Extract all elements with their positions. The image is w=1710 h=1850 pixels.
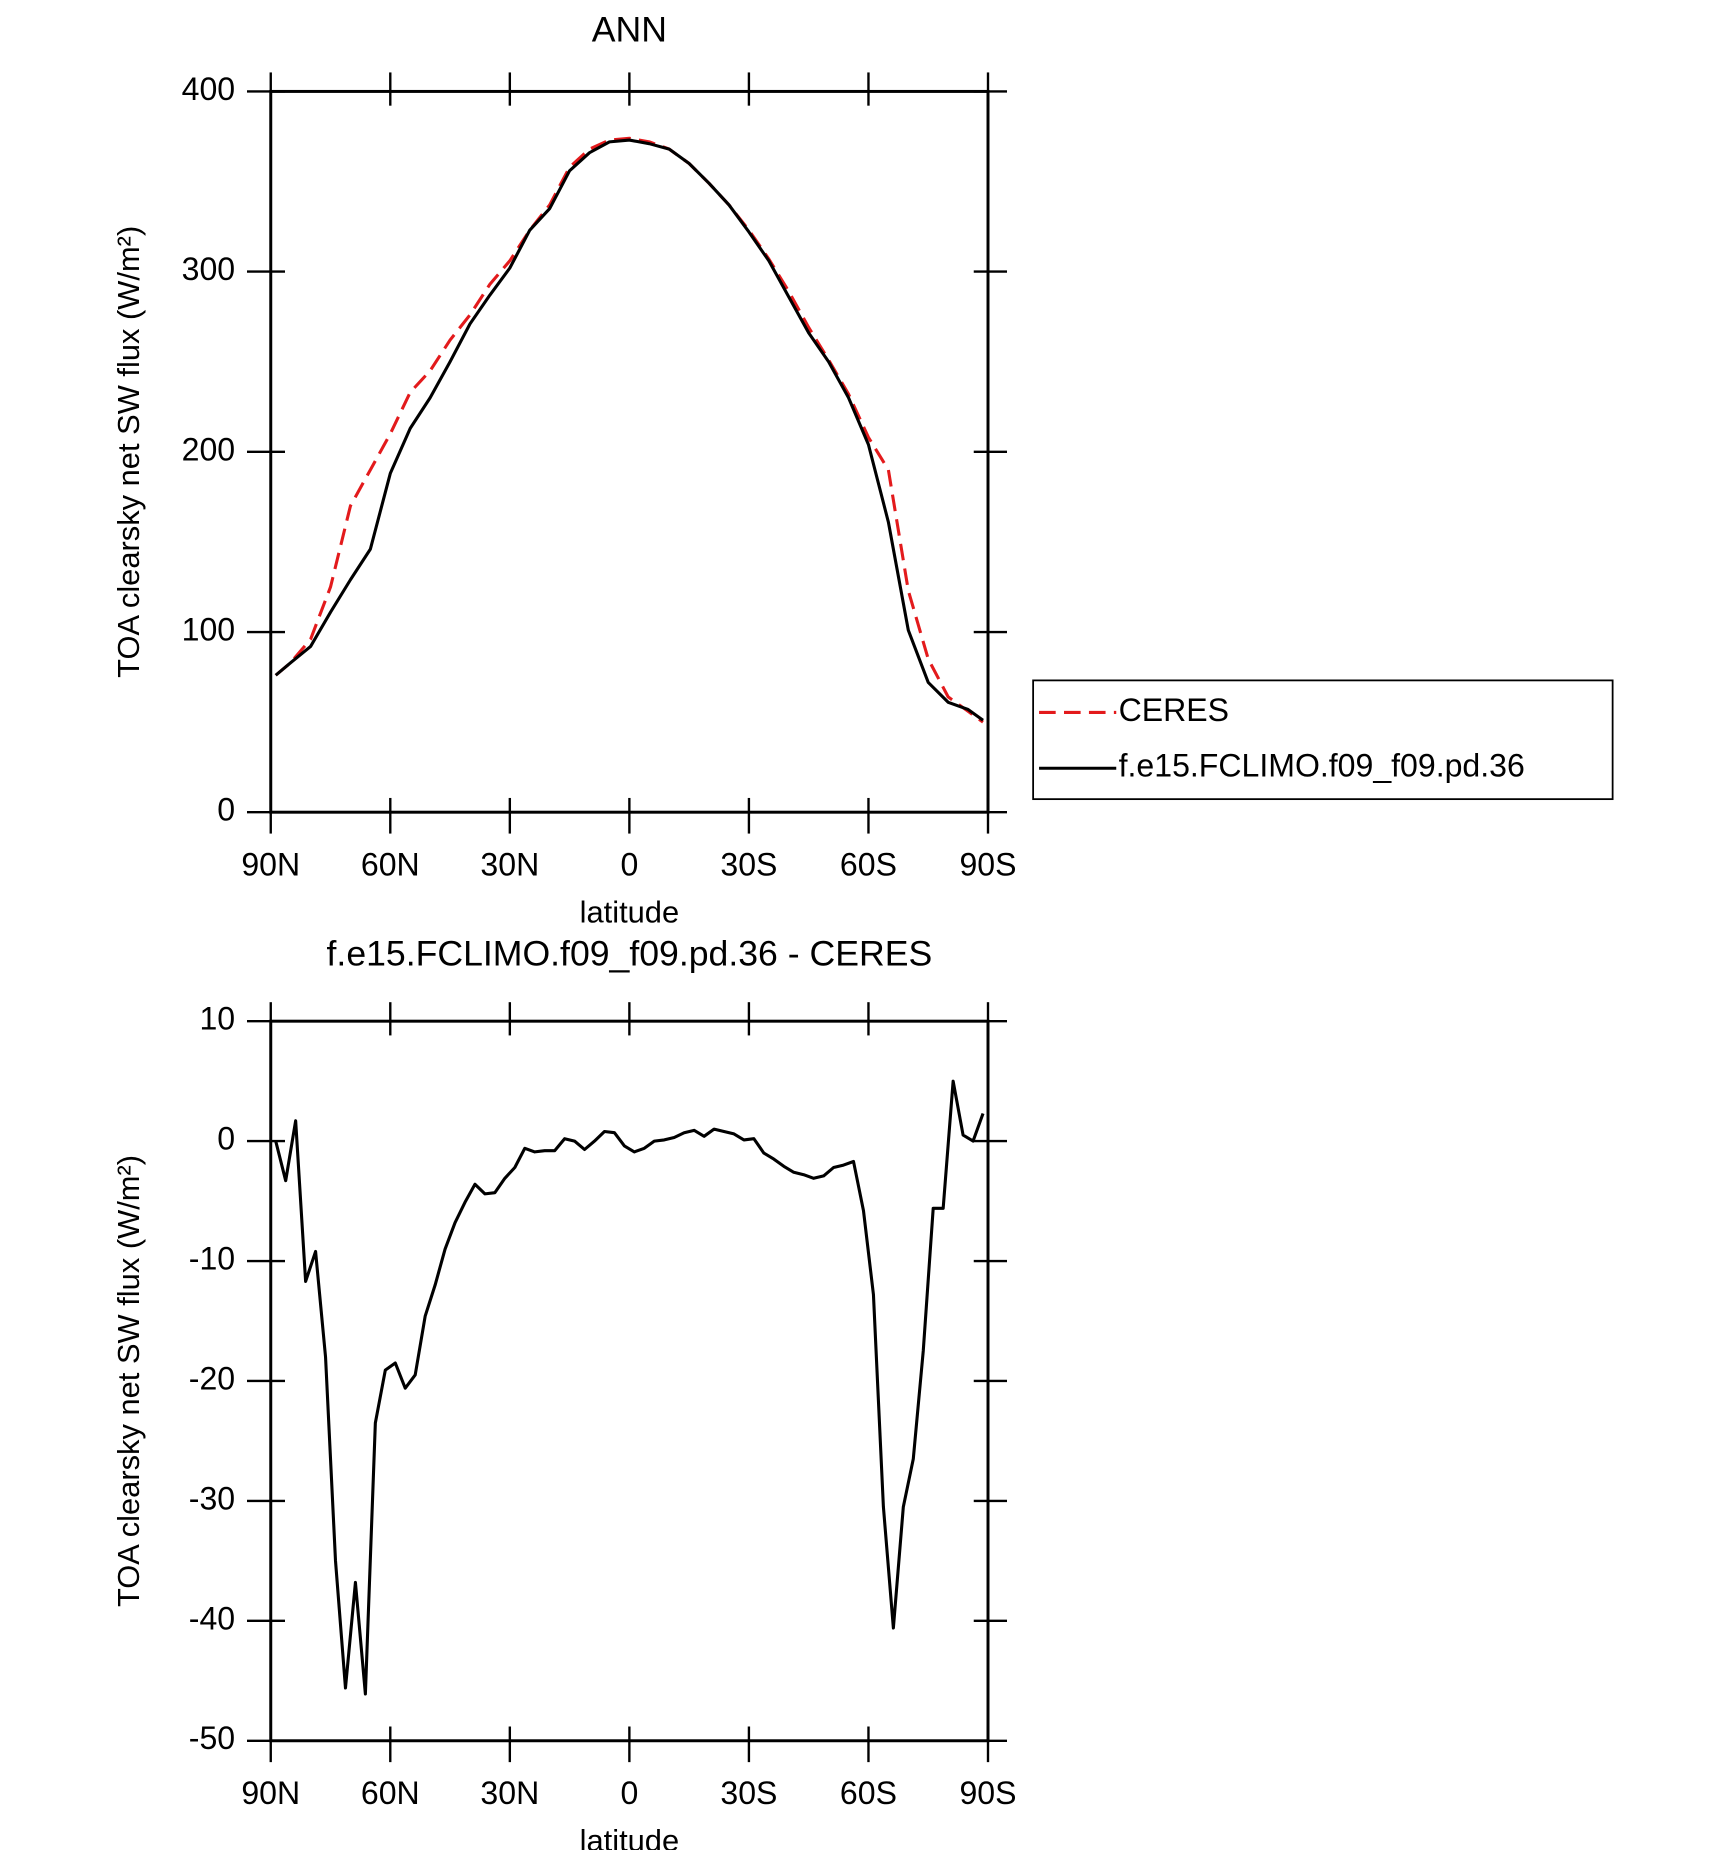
x-tick-label: 60S xyxy=(840,846,897,882)
legend-label: CERES xyxy=(1119,692,1229,728)
chart-title: f.e15.FCLIMO.f09_f09.pd.36 - CERES xyxy=(327,933,933,973)
y-tick-label: -20 xyxy=(189,1360,235,1396)
x-tick-label: 60N xyxy=(361,846,420,882)
x-tick-label: 60S xyxy=(840,1775,897,1811)
data-line xyxy=(274,1079,985,1696)
y-tick-label: 0 xyxy=(217,792,235,828)
y-tick-label: -10 xyxy=(189,1241,235,1277)
y-tick-label: -30 xyxy=(189,1480,235,1516)
x-axis-label: latitude xyxy=(580,1823,680,1850)
legend-box xyxy=(1032,679,1614,801)
y-tick-label: 300 xyxy=(182,251,235,287)
plot-frame xyxy=(269,89,990,814)
y-tick-label: -50 xyxy=(189,1720,235,1756)
x-tick-label: 0 xyxy=(620,846,638,882)
x-tick-label: 30N xyxy=(480,1775,539,1811)
x-tick-label: 30S xyxy=(720,1775,777,1811)
legend-label: f.e15.FCLIMO.f09_f09.pd.36 xyxy=(1119,748,1525,784)
y-tick-label: -40 xyxy=(189,1600,235,1636)
x-tick-label: 0 xyxy=(620,1775,638,1811)
x-tick-label: 90N xyxy=(241,1775,300,1811)
data-line xyxy=(274,138,984,722)
x-axis-label: latitude xyxy=(580,894,680,929)
y-axis-label: TOA clearsky net SW flux (W/m²) xyxy=(111,226,146,678)
y-tick-label: 100 xyxy=(182,611,235,647)
y-axis-label: TOA clearsky net SW flux (W/m²) xyxy=(111,1155,146,1607)
y-tick-label: 400 xyxy=(182,71,235,107)
data-line xyxy=(274,136,984,724)
x-tick-label: 90N xyxy=(241,846,300,882)
y-tick-label: 10 xyxy=(199,1001,235,1037)
x-tick-label: 30N xyxy=(480,846,539,882)
x-tick-label: 30S xyxy=(720,846,777,882)
y-tick-label: 0 xyxy=(217,1121,235,1157)
x-tick-label: 60N xyxy=(361,1775,420,1811)
plot-frame xyxy=(269,1019,990,1743)
y-tick-label: 200 xyxy=(182,431,235,467)
x-tick-label: 90S xyxy=(959,1775,1016,1811)
chart-title: ANN xyxy=(592,9,667,49)
x-tick-label: 90S xyxy=(959,846,1016,882)
